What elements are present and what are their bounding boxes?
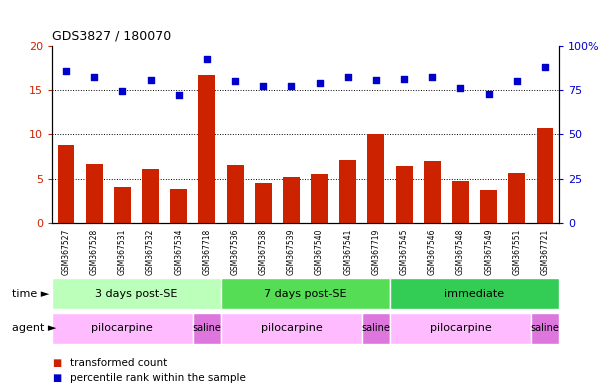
Point [61,68,71,74]
Bar [142,169,159,223]
Bar [57,145,75,223]
Bar [255,183,272,223]
Bar [367,134,384,223]
Text: GDS3827 / 180070: GDS3827 / 180070 [52,29,171,42]
Bar [114,187,131,223]
Bar [396,166,412,223]
Text: 7 days post-SE: 7 days post-SE [264,289,347,299]
Point [145,76,155,83]
Bar [199,75,215,223]
Point [456,84,466,91]
Point [371,76,381,83]
Point [399,76,409,82]
Bar [227,166,244,223]
Point [315,80,324,86]
Bar [52,278,221,309]
Text: transformed count: transformed count [70,358,167,368]
Bar [536,128,554,223]
Text: 3 days post-SE: 3 days post-SE [95,289,178,299]
Bar [283,177,300,223]
Bar [390,278,559,309]
Text: immediate: immediate [444,289,505,299]
Point [484,91,494,97]
Bar [311,174,328,223]
Bar [52,313,193,344]
Bar [221,278,390,309]
Point [428,74,437,80]
Text: pilocarpine: pilocarpine [92,323,153,333]
Bar [193,313,221,344]
Point [174,91,184,98]
Bar [339,160,356,223]
Bar [424,161,441,223]
Text: saline: saline [362,323,390,333]
Text: time ►: time ► [12,289,49,299]
Bar [390,313,531,344]
Text: percentile rank within the sample: percentile rank within the sample [70,373,246,383]
Bar [86,164,103,223]
Text: saline: saline [192,323,221,333]
Text: pilocarpine: pilocarpine [260,323,322,333]
Bar [221,313,362,344]
Point [258,83,268,89]
Text: pilocarpine: pilocarpine [430,323,491,333]
Bar [480,190,497,223]
Point [117,88,127,94]
Point [343,74,353,80]
Bar [531,313,559,344]
Point [89,74,99,80]
Bar [170,189,187,223]
Text: ■: ■ [52,358,61,368]
Bar [362,313,390,344]
Point [287,83,296,89]
Point [512,78,522,84]
Text: ■: ■ [52,373,61,383]
Bar [508,173,525,223]
Text: agent ►: agent ► [12,323,57,333]
Bar [452,181,469,223]
Point [202,56,212,62]
Point [540,64,550,70]
Point [230,78,240,84]
Text: saline: saline [530,323,560,333]
